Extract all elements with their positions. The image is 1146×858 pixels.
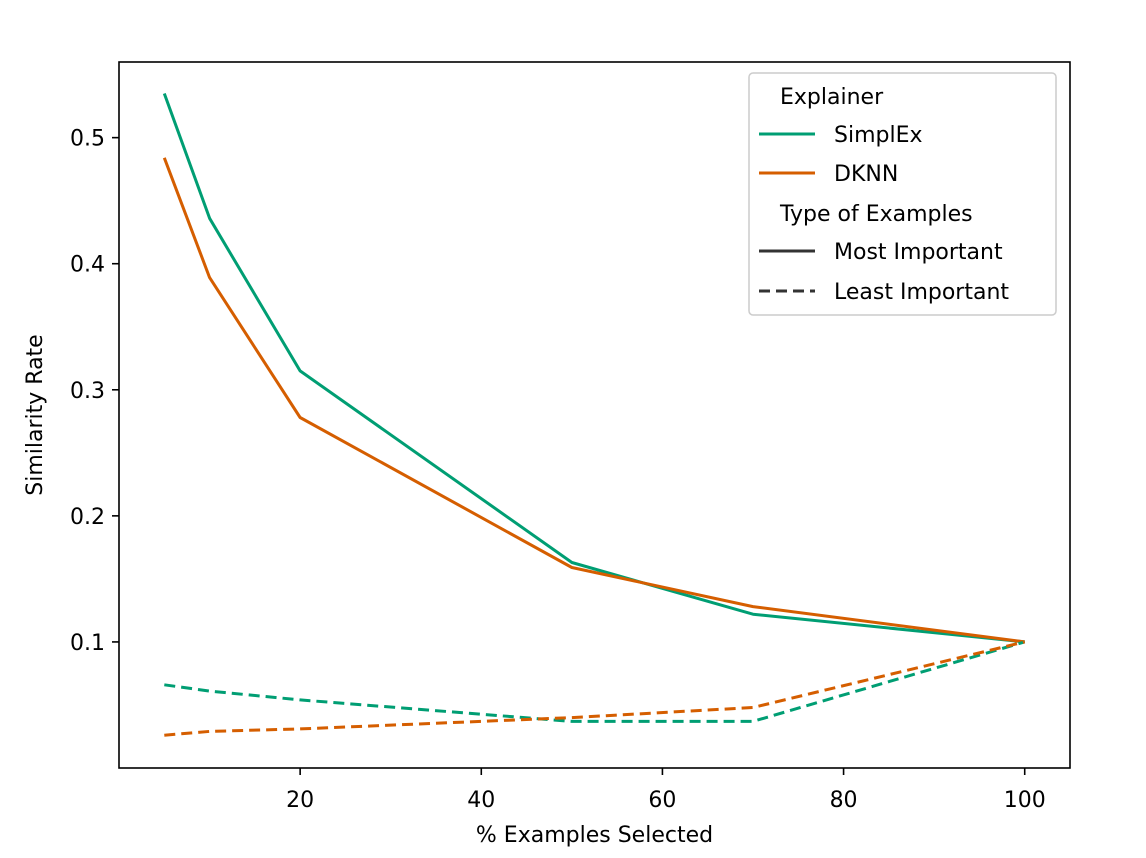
y-axis-label: Similarity Rate xyxy=(23,334,48,495)
y-tick-label: 0.1 xyxy=(70,631,105,656)
y-tick-label: 0.2 xyxy=(70,505,105,530)
y-axis: 0.1 0.2 0.3 0.4 0.5 xyxy=(70,127,119,656)
x-tick-label: 40 xyxy=(467,788,495,813)
legend-title-type-of-examples: Type of Examples xyxy=(779,202,973,227)
legend-frame xyxy=(748,72,1057,316)
x-tick-label: 60 xyxy=(648,788,676,813)
plot-area-frame xyxy=(118,61,1071,769)
legend-label-simplex: SimplEx xyxy=(834,123,923,148)
series-line-dknn-most-important xyxy=(162,157,1025,644)
x-tick-label: 20 xyxy=(286,788,314,813)
series-line-simplex-most-important xyxy=(162,92,1025,644)
x-tick-label: 100 xyxy=(1004,788,1046,813)
legend-label-least-important: Least Important xyxy=(834,280,1009,305)
x-axis: 20 40 60 80 100 xyxy=(286,768,1046,813)
legend-title-explainer: Explainer xyxy=(780,85,884,110)
x-axis-label: % Examples Selected xyxy=(476,823,713,848)
y-tick-label: 0.5 xyxy=(70,127,105,152)
legend: Explainer SimplEx DKNN Type of Examples … xyxy=(748,72,1057,316)
series-line-simplex-least-important xyxy=(164,640,1026,723)
legend-label-dknn: DKNN xyxy=(834,162,898,187)
y-tick-label: 0.4 xyxy=(70,253,105,278)
legend-label-most-important: Most Important xyxy=(834,240,1003,265)
series-line-dknn-least-important xyxy=(164,640,1026,737)
y-tick-label: 0.3 xyxy=(70,379,105,404)
series-layer xyxy=(162,92,1026,737)
x-tick-label: 80 xyxy=(830,788,858,813)
